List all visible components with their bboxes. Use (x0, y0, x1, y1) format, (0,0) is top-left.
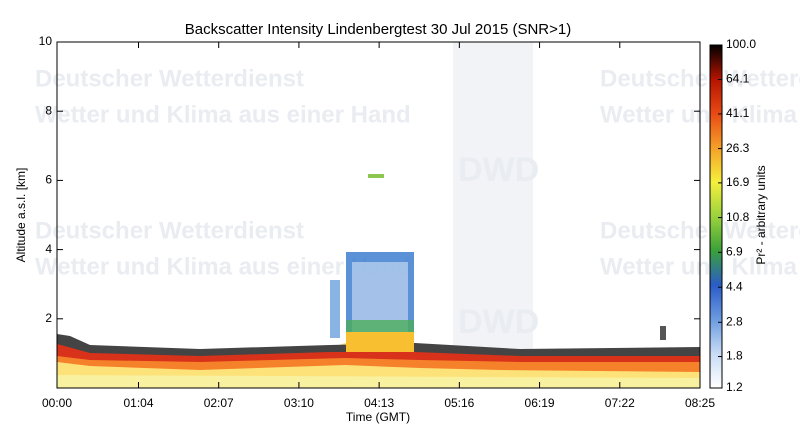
watermark-text: Wetter und Klima aus einer Hand (35, 101, 411, 128)
backscatter-field (57, 174, 700, 388)
cloud (368, 174, 384, 178)
cloud (330, 280, 340, 338)
colorbar-tick-label: 6.9 (726, 245, 743, 259)
y-tick-label: 6 (45, 173, 52, 187)
colorbar-label: Pr² - arbitrary units (754, 165, 768, 264)
x-tick-label: 04:13 (364, 396, 394, 410)
y-tick-label: 4 (45, 242, 52, 256)
colorbar-tick-label: 16.9 (726, 175, 750, 189)
colorbar-tick-label: 100.0 (726, 37, 756, 51)
x-tick-label: 00:00 (42, 396, 72, 410)
y-axis-label: Altitude a.s.l. [km] (14, 168, 28, 263)
colorbar-tick-label: 1.2 (726, 380, 743, 394)
x-tick-label: 02:07 (204, 396, 234, 410)
colorbar-tick-label: 26.3 (726, 141, 750, 155)
y-tick-label: 8 (45, 103, 52, 117)
colorbar-tick-label: 4.4 (726, 279, 743, 293)
y-tick-label: 2 (45, 311, 52, 325)
colorbar-tick-label: 41.1 (726, 106, 750, 120)
watermark-logo: DWD (458, 151, 539, 189)
cloud-base (346, 332, 414, 352)
chart-title: Backscatter Intensity Lindenbergtest 30 … (185, 21, 571, 38)
colorbar-tick-label: 64.1 (726, 72, 750, 86)
colorbar-tick-label: 10.8 (726, 210, 750, 224)
x-tick-label: 05:16 (444, 396, 474, 410)
watermark-text: Deutscher Wetterdienst (35, 65, 304, 92)
x-tick-label: 06:19 (525, 396, 555, 410)
watermark-strip (453, 42, 533, 388)
x-tick-label: 08:25 (685, 396, 715, 410)
watermark: Deutscher Wetterdienst Wetter und Klima … (35, 42, 800, 388)
plot-frame (56, 41, 701, 389)
colorbar (709, 44, 723, 389)
x-tick-label: 03:10 (284, 396, 314, 410)
plume (660, 326, 666, 340)
x-axis-label: Time (GMT) (346, 410, 410, 424)
watermark-logo: DWD (458, 303, 539, 341)
watermark-text: Deutscher Wetterdienst (35, 217, 304, 244)
x-tick-label: 01:04 (123, 396, 153, 410)
colorbar-tick-label: 2.8 (726, 314, 743, 328)
x-tick-label: 07:22 (605, 396, 635, 410)
y-tick-label: 10 (39, 34, 53, 48)
colorbar-tick-label: 1.8 (726, 349, 743, 363)
